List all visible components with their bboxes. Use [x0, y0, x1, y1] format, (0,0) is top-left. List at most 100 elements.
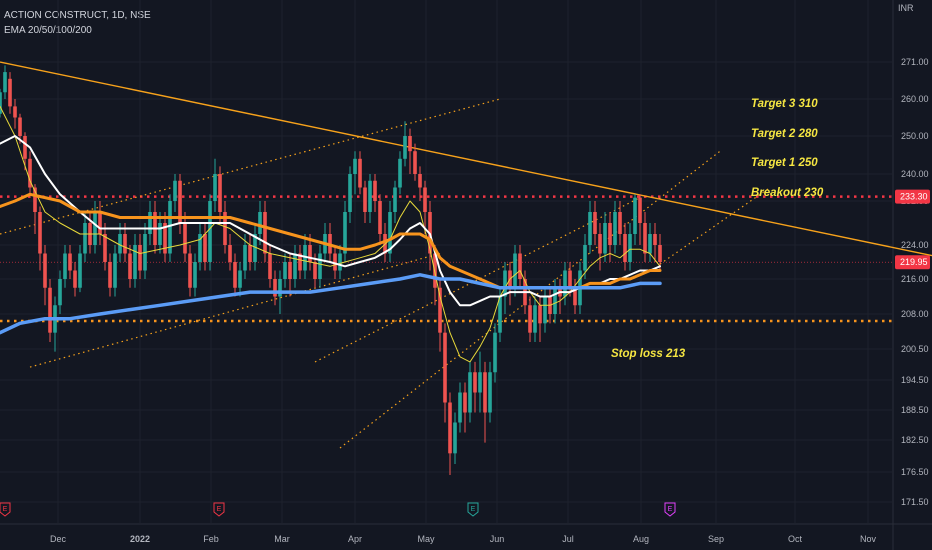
symbol-title[interactable]: ACTION CONSTRUCT, 1D, NSE [4, 10, 151, 21]
ema20-line [0, 105, 661, 363]
y-tick-label: 171.50 [901, 497, 929, 507]
candle-body [293, 253, 297, 279]
candle-131 [653, 223, 657, 262]
candle-body [628, 234, 632, 262]
x-tick-label: Feb [203, 534, 219, 544]
candle-body [638, 197, 642, 223]
candle-body [13, 106, 17, 118]
annotation-label-1: Target 2 280 [751, 128, 818, 140]
candle-body [468, 372, 472, 413]
candle-body [178, 180, 182, 223]
candle-59 [293, 245, 297, 288]
candle-body [553, 287, 557, 314]
candle-body [38, 212, 42, 254]
candle-34 [168, 194, 172, 262]
candle-body [413, 151, 417, 174]
candle-72 [358, 151, 362, 195]
y-tick-label: 271.00 [901, 57, 929, 67]
candle-body [453, 422, 457, 454]
candle-body [403, 136, 407, 159]
candle-42 [208, 194, 212, 271]
horizontal-levels [0, 195, 893, 323]
candle-69 [343, 201, 347, 262]
candle-body [648, 234, 652, 254]
annotation-label-4: Stop loss 213 [611, 348, 686, 360]
candle-body [418, 174, 422, 188]
candle-50 [248, 234, 252, 271]
earnings-icon-2: E [213, 502, 225, 517]
candle-body [283, 262, 287, 279]
candle-14 [68, 245, 72, 279]
candle-body [358, 158, 362, 188]
candle-93 [463, 382, 467, 433]
candle-68 [338, 245, 342, 279]
x-tick-label: Aug [633, 534, 649, 544]
candle-70 [348, 166, 352, 223]
candle-body [368, 180, 372, 212]
candle-16 [78, 245, 82, 293]
candle-body [68, 253, 72, 271]
candle-113 [563, 262, 567, 306]
candle-body [118, 234, 122, 254]
time-axis[interactable]: Dec 2022 Feb Mar Apr May Jun Jul Aug Sep Oct Nov [50, 534, 877, 544]
resistance-price-label-text: 233.30 [900, 192, 928, 202]
annotations: Target 3 310 Target 2 280 Target 1 250 Brea… [611, 98, 824, 360]
candle-body [198, 234, 202, 262]
candle-23 [113, 245, 117, 297]
y-tick-label: 208.00 [901, 309, 929, 319]
candle-7 [33, 184, 37, 234]
candle-28 [138, 234, 142, 279]
candle-37 [183, 212, 187, 262]
candle-43 [213, 158, 217, 212]
candle-body [488, 372, 492, 413]
candle-1 [3, 65, 7, 99]
candle-76 [378, 194, 382, 245]
indicator-legend[interactable]: EMA 20/50/100/200 [4, 25, 92, 36]
candle-124 [618, 201, 622, 245]
candle-body [158, 223, 162, 245]
candle-5 [23, 132, 27, 171]
candle-45 [223, 201, 227, 254]
candle-126 [628, 223, 632, 271]
currency-label: INR [898, 3, 914, 13]
earnings-icon-3-letter: E [471, 506, 476, 513]
candle-67 [333, 245, 337, 279]
resistance-price-label: 233.30 [895, 189, 930, 204]
candle-body [93, 212, 97, 245]
candle-35 [173, 174, 177, 212]
candle-body [498, 296, 502, 333]
candle-body [213, 174, 217, 201]
candle-26 [128, 245, 132, 288]
candle-73 [363, 180, 367, 223]
candle-body [188, 253, 192, 288]
candle-body [408, 136, 412, 152]
x-tick-label: 2022 [130, 534, 150, 544]
candle-10 [48, 279, 52, 342]
candle-82 [408, 128, 412, 174]
candle-78 [388, 201, 392, 262]
candle-body [18, 117, 22, 136]
candle-129 [643, 212, 647, 262]
candle-body [138, 245, 142, 271]
candle-body [278, 279, 282, 297]
candle-body [513, 253, 517, 288]
last-price-label-text: 219.95 [900, 257, 928, 267]
candle-body [393, 187, 397, 212]
candle-109 [543, 287, 547, 333]
earnings-icon-2-letter: E [217, 506, 222, 513]
candle-90 [448, 392, 452, 475]
candle-body [148, 212, 152, 234]
y-tick-label: 188.50 [901, 405, 929, 415]
candle-body [113, 253, 117, 288]
price-axis[interactable]: 271.00260.00250.00240.00232.00224.00216.… [895, 57, 930, 507]
candle-91 [453, 412, 457, 464]
candle-58 [288, 253, 292, 297]
candle-79 [393, 180, 397, 223]
x-tick-label: Jun [490, 534, 505, 544]
candle-body [598, 234, 602, 254]
candle-47 [233, 253, 237, 297]
candle-36 [178, 174, 182, 234]
candle-66 [328, 223, 332, 262]
